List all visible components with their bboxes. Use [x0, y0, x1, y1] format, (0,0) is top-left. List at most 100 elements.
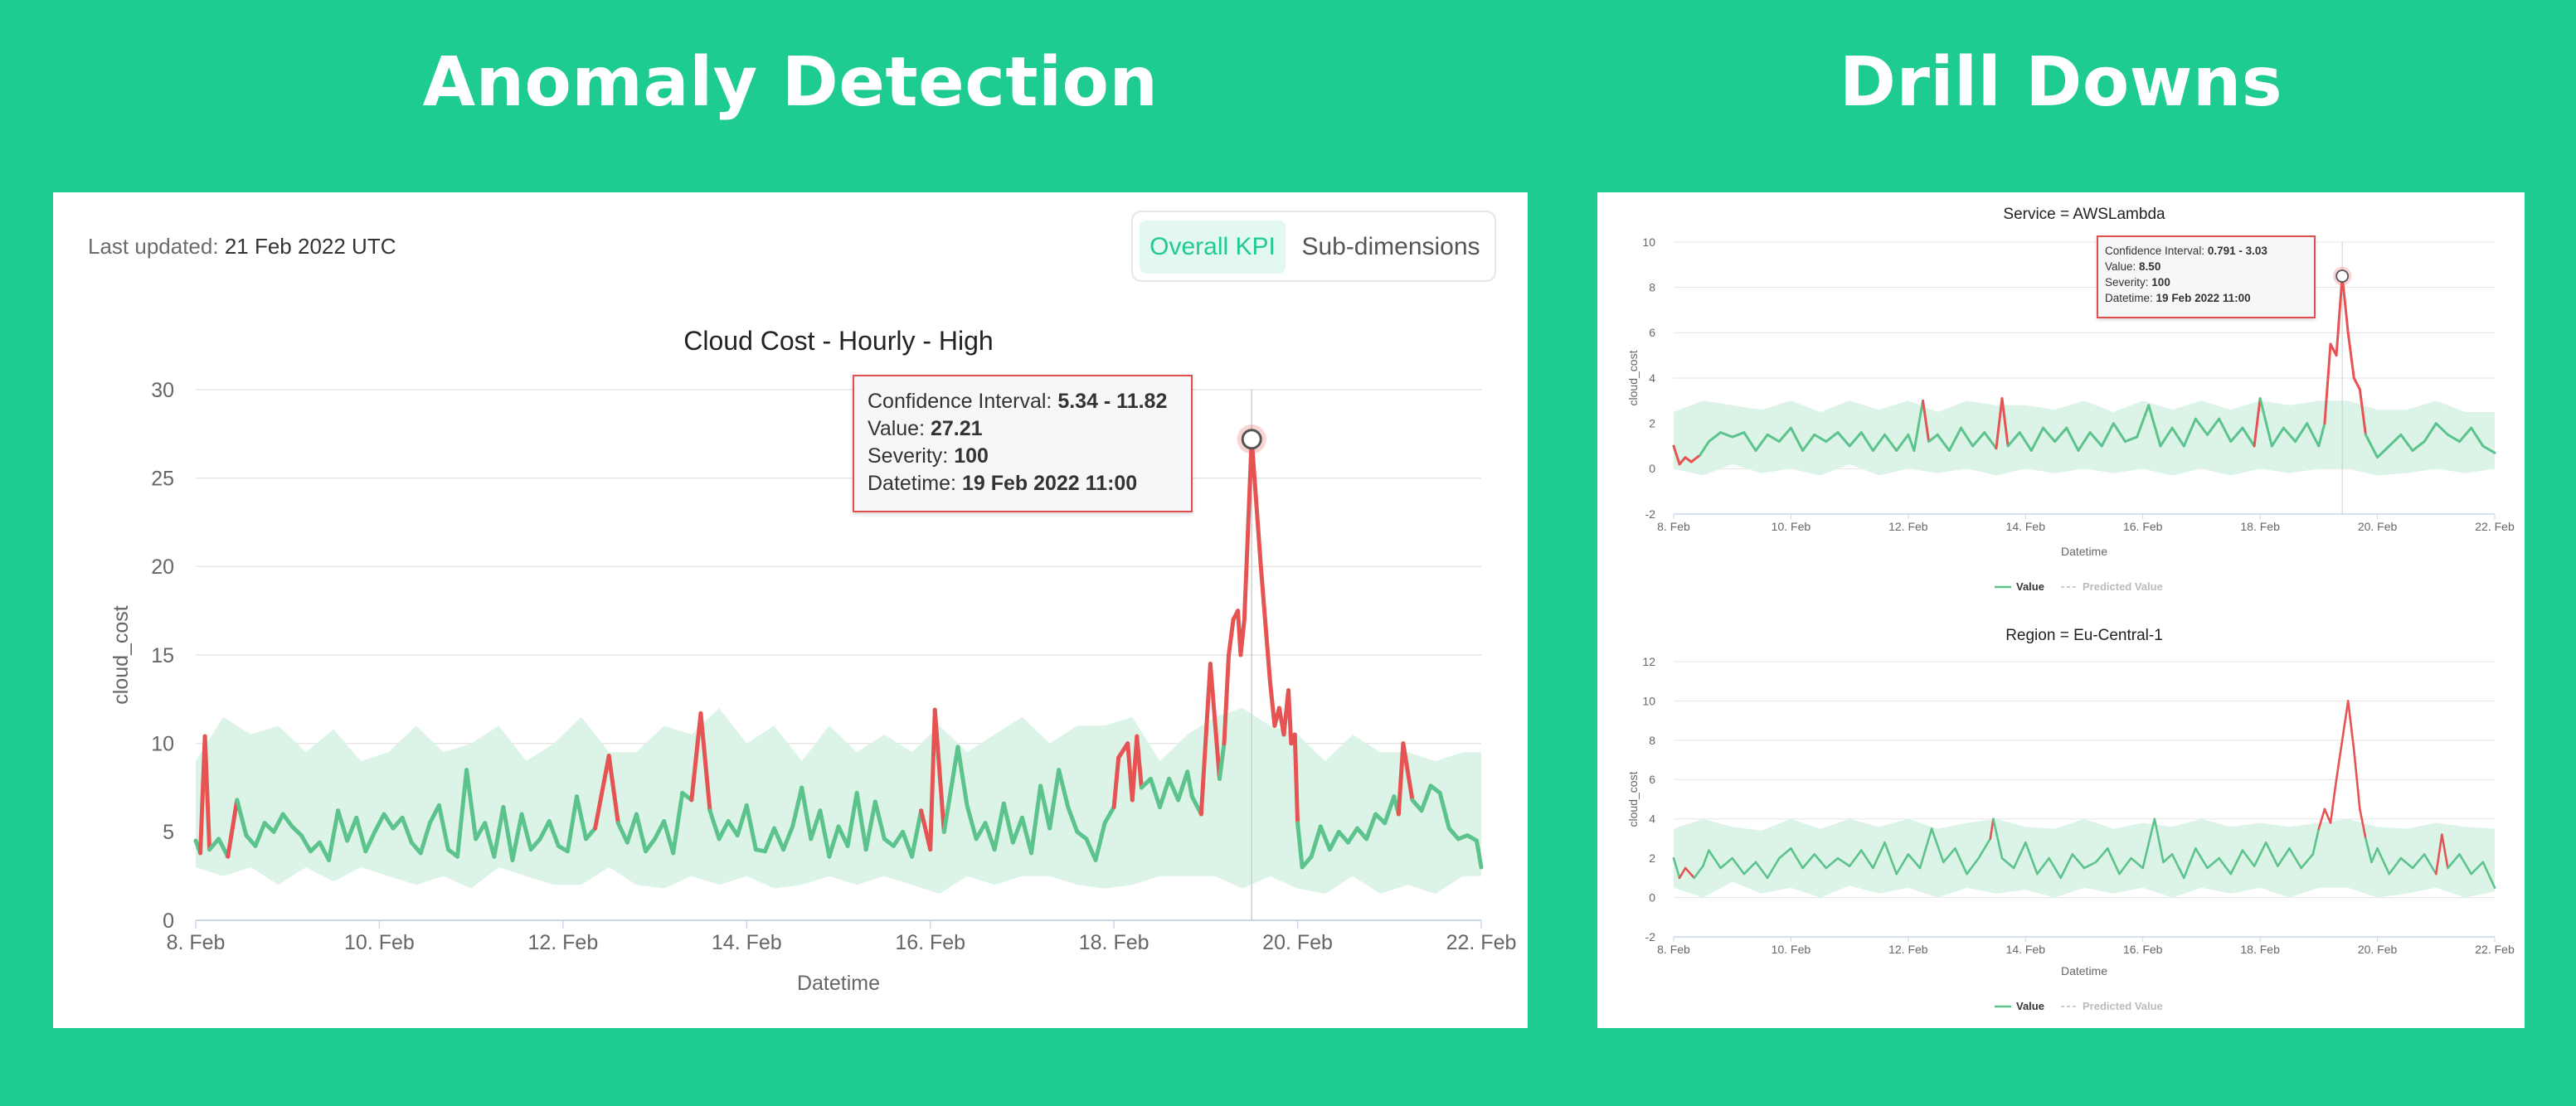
value-segment	[1093, 821, 1107, 862]
anomaly-segment	[1995, 397, 2004, 450]
x-tick-label: 18. Feb	[2240, 520, 2280, 533]
value-segment	[1102, 804, 1116, 826]
x-tick-label: 10. Feb	[344, 931, 415, 954]
value-segment	[2077, 431, 2092, 452]
x-tick-label: 12. Feb	[1888, 943, 1928, 956]
value-segment	[1010, 815, 1024, 845]
value-segment	[1883, 841, 1898, 876]
value-segment	[2229, 426, 2244, 444]
chart-title: Cloud Cost - Hourly - High	[683, 326, 993, 356]
highlight-point	[1241, 429, 1262, 450]
value-segment	[901, 829, 915, 859]
value-segment	[565, 794, 579, 854]
eu-central-chart: Region = Eu-Central-1 -2 0 2 4 6 8 10 12 8. Feb 10…	[1626, 627, 2515, 1012]
value-segment	[1766, 856, 1781, 880]
tooltip-severity-value: 100	[954, 444, 989, 468]
value-segment	[1057, 768, 1071, 809]
value-segment	[354, 815, 368, 854]
value-segment	[2470, 861, 2485, 876]
value-segment	[2376, 444, 2391, 459]
confidence-band	[196, 708, 1481, 894]
anomaly-segment	[2323, 342, 2332, 425]
value-segment	[707, 808, 722, 842]
value-segment	[1437, 790, 1451, 831]
value-segment	[1790, 846, 1804, 870]
x-tick-label: 12. Feb	[527, 931, 598, 954]
value-segment	[2365, 837, 2373, 864]
drill-tooltip-ci-label: Confidence Interval:	[2105, 245, 2205, 257]
value-segment	[625, 812, 639, 845]
value-segment	[1364, 812, 1378, 842]
drill-tooltip-datetime-label: Datetime:	[2105, 292, 2153, 304]
y-tick-label: 4	[1649, 813, 1655, 826]
value-segment	[372, 812, 386, 834]
value-segment	[2388, 433, 2403, 448]
value-segment	[1930, 827, 1945, 864]
anomaly-segment	[2253, 397, 2262, 448]
value-segment	[1672, 856, 1681, 880]
overall-kpi-button[interactable]: Overall KPI	[1140, 221, 1286, 274]
sub-dimensions-button[interactable]: Sub-dimensions	[1301, 233, 1480, 260]
confidence-band	[1674, 818, 2495, 898]
drill-tooltip-datetime-value: 19 Feb 2022 11:00	[2156, 292, 2251, 304]
value-segment	[2042, 426, 2057, 444]
anomaly-segment	[928, 707, 937, 852]
tooltip-value-value: 27.21	[930, 417, 983, 440]
value-segment	[1754, 861, 1769, 880]
value-segment	[1907, 853, 1922, 870]
value-segment	[1708, 849, 1722, 870]
drill-chart-tooltip: Confidence Interval: 0.791 - 3.03 Value:…	[2097, 235, 2316, 318]
value-segment	[464, 768, 479, 842]
value-segment	[436, 803, 450, 852]
value-segment	[872, 799, 887, 842]
anomaly-segment	[2352, 749, 2361, 811]
x-axis-label: Datetime	[797, 972, 880, 995]
value-segment	[2048, 856, 2063, 880]
value-segment	[1801, 433, 1816, 452]
y-tick-label: -2	[1645, 930, 1656, 943]
value-segment	[1029, 783, 1043, 856]
value-segment	[762, 826, 776, 854]
value-segment	[910, 808, 924, 859]
value-segment	[735, 803, 749, 838]
value-segment	[2071, 853, 2086, 870]
anomaly-segment	[1401, 741, 1415, 803]
anomaly-segment	[1684, 866, 1696, 880]
legend-predicted-label: Predicted Value	[2083, 1000, 2163, 1012]
value-segment	[2106, 846, 2121, 876]
value-segment	[2399, 433, 2414, 452]
value-segment	[644, 837, 658, 854]
value-segment	[1217, 741, 1227, 781]
value-segment	[941, 745, 960, 834]
value-segment	[235, 798, 249, 838]
value-segment	[1019, 815, 1033, 856]
value-segment	[336, 808, 350, 843]
x-tick-label: 8. Feb	[167, 931, 226, 954]
value-segment	[1848, 431, 1863, 448]
value-segment	[1895, 853, 1910, 876]
value-segment	[2458, 426, 2473, 444]
y-tick-label: -2	[1645, 507, 1656, 521]
value-segment	[2170, 853, 2185, 880]
y-tick-label: 25	[151, 467, 174, 490]
value-segment	[1836, 431, 1851, 448]
anomaly-segment	[1292, 732, 1300, 826]
y-axis-label: cloud_cost	[1626, 350, 1640, 405]
value-segment	[1300, 854, 1314, 870]
value-segment	[483, 821, 497, 859]
last-updated-value: 21 Feb 2022 UTC	[224, 234, 396, 259]
y-tick-label: 15	[151, 644, 174, 667]
drill-downs-panel: Service = AWSLambda -2 0 2 4 6 8 10 8. Feb 10. Fe…	[1597, 192, 2525, 1028]
value-segment	[992, 801, 1006, 852]
value-segment	[427, 803, 441, 826]
anomaly-segment	[593, 754, 611, 831]
value-segment	[1777, 426, 1792, 444]
value-segment	[2006, 431, 2021, 448]
value-segment	[653, 819, 667, 842]
value-segment	[327, 808, 341, 862]
anomaly-segment	[606, 754, 620, 826]
value-segment	[492, 804, 506, 859]
anomaly-segment	[689, 711, 703, 803]
value-segment	[790, 785, 804, 829]
value-segment	[2253, 841, 2267, 867]
